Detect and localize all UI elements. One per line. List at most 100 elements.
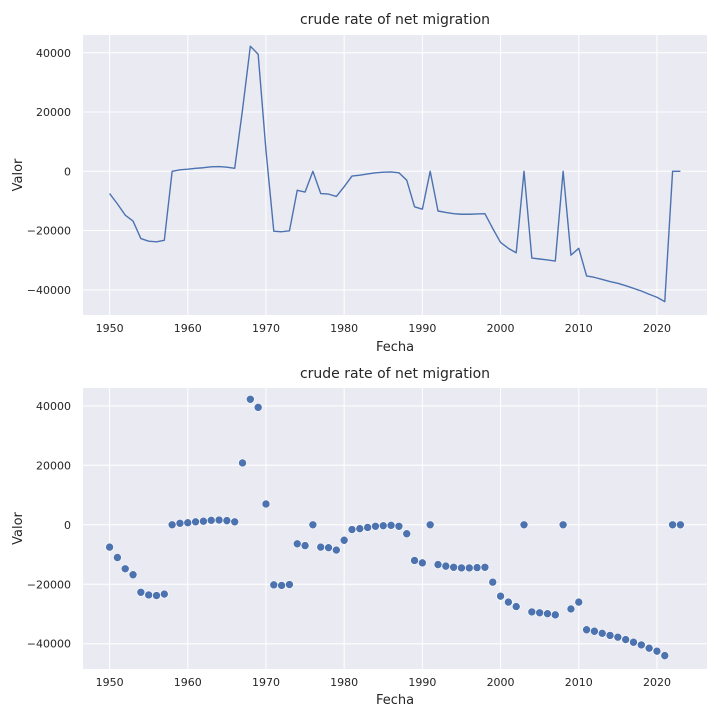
data-point xyxy=(363,523,372,532)
y-tick-label: 0 xyxy=(64,165,71,178)
data-point xyxy=(277,581,286,590)
data-point xyxy=(472,563,482,572)
data-point xyxy=(652,646,662,656)
x-tick-label: 2000 xyxy=(487,676,515,689)
data-point xyxy=(402,529,412,539)
x-tick-label: 1960 xyxy=(174,322,202,335)
x-tick-label: 1970 xyxy=(252,322,280,335)
data-point xyxy=(230,517,239,527)
x-tick-label: 1950 xyxy=(96,676,124,689)
data-point xyxy=(668,520,677,530)
data-point xyxy=(160,589,169,599)
data-point xyxy=(558,520,568,530)
x-axis-title: Fecha xyxy=(376,340,414,355)
data-point xyxy=(605,631,615,640)
y-tick-label: −20000 xyxy=(27,225,71,238)
data-point xyxy=(238,458,247,468)
data-point xyxy=(206,516,216,525)
y-tick-label: 20000 xyxy=(36,459,71,472)
x-tick-label: 2020 xyxy=(643,676,671,689)
data-point xyxy=(246,394,255,404)
data-point xyxy=(191,517,200,527)
data-point xyxy=(269,580,279,590)
data-point xyxy=(136,587,146,597)
y-tick-label: 40000 xyxy=(36,400,71,413)
data-point xyxy=(480,562,490,572)
x-tick-label: 1970 xyxy=(252,676,280,689)
chart-title: crude rate of net migration xyxy=(300,366,490,382)
x-tick-label: 1950 xyxy=(96,322,124,335)
data-point xyxy=(441,561,451,571)
data-point xyxy=(152,591,161,600)
x-tick-label: 1990 xyxy=(408,322,436,335)
data-point xyxy=(214,515,224,525)
data-point xyxy=(574,597,584,607)
data-point xyxy=(355,524,365,533)
data-point xyxy=(535,608,544,618)
data-point xyxy=(316,542,326,552)
data-point xyxy=(676,520,685,530)
scatter-chart: 1950 1960 1970 1980 1990 2000 2010 2020 −40000 −2… xyxy=(11,366,707,708)
data-point xyxy=(511,602,521,611)
data-point xyxy=(105,542,114,552)
data-point xyxy=(644,643,654,653)
data-point xyxy=(222,516,232,525)
y-tick-label: 40000 xyxy=(36,47,71,60)
y-axis-title: Valor xyxy=(11,158,26,191)
data-point xyxy=(410,556,419,565)
y-tick-label: 0 xyxy=(64,519,71,532)
data-point xyxy=(457,563,466,573)
data-point xyxy=(300,541,310,550)
data-point xyxy=(527,607,537,617)
x-tick-label: 1990 xyxy=(408,676,436,689)
x-tick-label: 2010 xyxy=(565,322,593,335)
data-point xyxy=(253,403,263,412)
data-point xyxy=(324,543,333,552)
data-point xyxy=(504,597,513,607)
y-tick-label: −40000 xyxy=(27,638,71,651)
data-point xyxy=(613,632,623,642)
data-point xyxy=(590,626,599,636)
data-point xyxy=(418,558,427,568)
chart-title: crude rate of net migration xyxy=(300,12,490,28)
data-point xyxy=(629,637,638,647)
data-point xyxy=(433,560,443,569)
data-point xyxy=(660,651,670,660)
series-line xyxy=(109,45,681,303)
data-point xyxy=(582,625,591,635)
plot-area xyxy=(83,388,707,669)
data-point xyxy=(183,518,193,528)
data-point xyxy=(550,610,560,620)
data-point xyxy=(113,553,122,562)
y-axis-title: Valor xyxy=(11,511,26,544)
data-point xyxy=(378,521,388,530)
plot-area xyxy=(83,35,707,315)
data-point xyxy=(488,577,498,587)
x-tick-label: 2010 xyxy=(565,676,593,689)
data-point xyxy=(449,562,458,572)
data-point xyxy=(394,521,404,531)
x-axis-title: Fecha xyxy=(376,693,414,708)
data-point xyxy=(425,520,435,530)
x-tick-label: 2000 xyxy=(487,322,515,335)
data-point xyxy=(496,591,505,601)
data-point xyxy=(144,590,153,600)
data-point xyxy=(128,570,138,580)
data-point xyxy=(332,545,341,555)
data-point xyxy=(386,521,396,530)
data-point xyxy=(621,635,630,644)
data-point xyxy=(199,516,208,526)
data-point xyxy=(285,580,294,589)
data-point xyxy=(637,640,646,650)
data-point xyxy=(292,539,302,549)
data-point xyxy=(566,604,576,614)
x-tick-label: 1980 xyxy=(330,322,358,335)
y-tick-label: 20000 xyxy=(36,106,71,119)
y-tick-label: −40000 xyxy=(27,284,71,297)
x-tick-label: 1980 xyxy=(330,676,358,689)
data-point xyxy=(175,518,185,528)
data-point xyxy=(167,520,177,530)
data-point xyxy=(339,535,349,545)
